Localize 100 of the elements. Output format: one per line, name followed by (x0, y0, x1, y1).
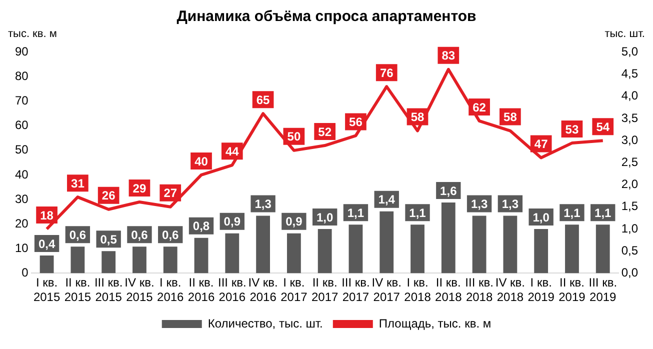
x-tick-label: II кв. 2015 (64, 276, 92, 304)
bar (565, 224, 579, 274)
data-label: 0,6 (131, 228, 148, 242)
data-label: 0,6 (162, 228, 180, 242)
x-tick-label: IV кв. 2017 (372, 276, 402, 304)
y2-tick-label: 0,0 (621, 266, 638, 280)
bar (70, 246, 85, 274)
x-tick-label: II кв. 2018 (435, 276, 462, 304)
bar (194, 238, 208, 274)
legend-label: Площадь, тыс. кв. м (378, 316, 492, 330)
y-tick-label: 70 (14, 94, 29, 108)
data-label: 54 (596, 120, 610, 134)
data-label: 0,9 (224, 214, 241, 229)
y-tick-label: 30 (14, 192, 29, 206)
data-label: 50 (287, 130, 301, 144)
bar (132, 246, 146, 274)
data-label: 1,1 (409, 206, 426, 220)
data-label: 27 (164, 186, 178, 200)
data-label: 1,3 (502, 197, 519, 212)
y2-tick-label: 2,5 (621, 155, 638, 170)
bar (596, 224, 610, 274)
data-label: 40 (194, 154, 208, 168)
data-label: 44 (225, 144, 240, 158)
y-tick-label: 20 (14, 216, 29, 230)
y2-tick-label: 4,0 (621, 88, 638, 103)
data-label: 18 (40, 208, 54, 222)
data-label: 53 (565, 122, 579, 136)
bar (380, 211, 394, 274)
data-label: 31 (71, 176, 85, 190)
x-tick-label: III кв. 2019 (588, 276, 618, 304)
y2-tick-label: 3,0 (621, 132, 638, 147)
x-tick-label: I кв. 2018 (404, 276, 432, 304)
x-tick-label: I кв. 2017 (280, 276, 308, 304)
y2-tick-label: 1,0 (621, 221, 638, 236)
bar (318, 229, 332, 274)
y2-tick-label: 5,0 (621, 44, 638, 59)
y2-axis-title: тыс. шт. (604, 28, 645, 42)
bar (163, 246, 178, 274)
bar (40, 256, 54, 274)
data-label: 58 (504, 110, 518, 124)
y-axis-title: тыс. кв. м (8, 28, 57, 42)
bar (256, 216, 270, 274)
x-tick-label: IV кв. 2015 (124, 276, 154, 304)
x-tick-label: II кв. 2016 (188, 276, 215, 304)
y2-tick-label: 4,5 (621, 66, 638, 81)
x-tick-label: IV кв. 2018 (495, 276, 526, 304)
bar (348, 224, 363, 274)
bar (410, 224, 424, 274)
data-label: 58 (410, 110, 425, 124)
data-label: 29 (132, 181, 146, 196)
data-label: 0,9 (286, 214, 303, 229)
y-tick-label: 10 (14, 240, 29, 255)
data-label: 1,3 (470, 197, 488, 212)
data-label: 76 (380, 66, 394, 80)
y-tick-label: 90 (14, 44, 29, 59)
data-label: 1,0 (316, 210, 334, 224)
x-tick-label: III кв. 2018 (465, 276, 494, 304)
data-label: 52 (318, 124, 332, 139)
data-label: 1,6 (440, 184, 458, 198)
bar (225, 233, 240, 274)
data-label: 1,3 (254, 197, 272, 212)
data-label: 1,4 (378, 192, 396, 207)
bar (534, 229, 548, 274)
data-label: 56 (349, 115, 363, 129)
legend-label: Количество, тыс. шт. (208, 316, 323, 330)
bar (441, 202, 456, 274)
x-tick-label: I кв. 2016 (157, 276, 184, 304)
data-label: 0,8 (192, 219, 210, 234)
data-label: 26 (102, 188, 116, 203)
data-label: 0,5 (100, 232, 118, 246)
y-tick-label: 40 (14, 167, 29, 182)
data-label: 0,4 (38, 236, 56, 251)
y2-tick-label: 1,5 (621, 199, 638, 214)
bar (102, 251, 116, 274)
data-label: 83 (442, 48, 456, 63)
x-tick-label: I кв. 2015 (33, 276, 60, 304)
x-tick-label: III кв. 2015 (94, 276, 123, 304)
data-label: 1,1 (594, 206, 612, 220)
y2-tick-label: 2,0 (621, 177, 638, 192)
y-tick-label: 80 (14, 69, 29, 84)
x-tick-label: II кв. 2019 (558, 276, 586, 304)
y-tick-label: 0 (22, 266, 29, 280)
y2-tick-label: 0,5 (621, 243, 638, 258)
y2-tick-label: 3,5 (621, 110, 638, 125)
data-label: 65 (256, 92, 270, 107)
data-label: 47 (534, 137, 548, 152)
x-tick-label: I кв. 2019 (528, 276, 555, 304)
data-label: 1,0 (532, 210, 550, 224)
data-label: 1,1 (564, 206, 581, 220)
chart-title: Динамика объёма спроса апартаментов (176, 8, 478, 27)
bar (286, 233, 301, 274)
x-tick-label: III кв. 2017 (342, 276, 370, 304)
data-label: 0,6 (69, 228, 86, 242)
x-tick-label: IV кв. 2016 (248, 276, 278, 304)
y-tick-label: 50 (14, 142, 29, 157)
x-tick-label: II кв. 2017 (311, 276, 339, 304)
bar (472, 216, 486, 274)
x-tick-label: III кв. 2016 (218, 276, 246, 304)
data-label: 1,1 (347, 206, 364, 220)
y-tick-label: 60 (14, 118, 29, 132)
